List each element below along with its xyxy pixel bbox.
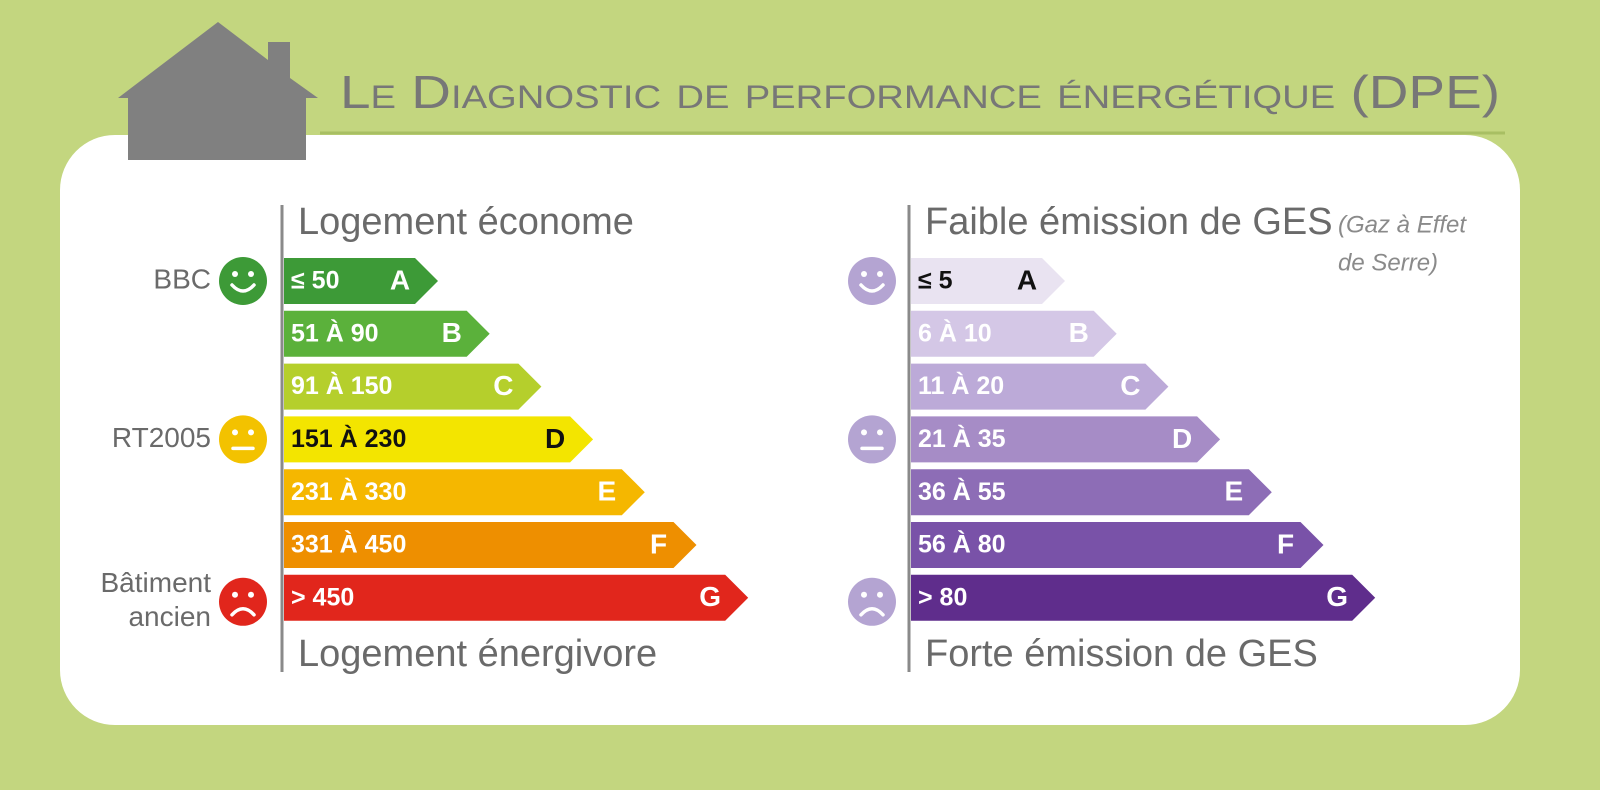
class-bar [911, 416, 1221, 463]
smiley [219, 415, 267, 464]
smiley-eye [248, 591, 254, 598]
class-range: 21 À 35 [918, 424, 1006, 453]
smiley-eye [877, 429, 883, 436]
smiley-eye [232, 429, 238, 436]
smiley-mouth [230, 607, 256, 617]
class-range: 91 À 150 [291, 371, 392, 400]
smiley [848, 577, 896, 626]
smiley-eye [877, 591, 883, 598]
class-bar [284, 469, 645, 516]
top-label: Faible émission de GES [925, 201, 1333, 243]
class-letter: F [650, 528, 667, 559]
note: de Serre) [1338, 249, 1438, 276]
class-range: 51 À 90 [291, 318, 379, 347]
class-range: 331 À 450 [291, 530, 406, 559]
class-bar [284, 522, 697, 568]
class-range: 56 À 80 [918, 530, 1006, 559]
class-letter: C [1120, 370, 1140, 401]
bottom-label: Forte émission de GES [925, 633, 1318, 675]
class-range: 36 À 55 [918, 477, 1006, 506]
smiley-mouth [230, 283, 256, 293]
class-bar [911, 522, 1324, 568]
class-range: 11 À 20 [918, 371, 1004, 400]
class-letter: A [390, 264, 410, 295]
class-letter: C [493, 370, 513, 401]
class-letter: D [1172, 423, 1192, 454]
smiley-eye [232, 271, 238, 277]
bottom-label: Logement énergivore [298, 633, 657, 675]
house-icon [118, 22, 318, 160]
smiley [848, 415, 896, 464]
class-letter: E [597, 476, 616, 507]
smiley-eye [877, 271, 883, 277]
smiley-eye [248, 429, 254, 436]
class-range: 151 À 230 [291, 424, 406, 453]
class-letter: F [1277, 528, 1294, 559]
class-range: ≤ 50 [291, 267, 339, 295]
class-bar [284, 310, 490, 357]
smiley-eye [248, 271, 254, 277]
class-range: 6 À 10 [918, 318, 992, 347]
class-letter: B [442, 317, 462, 348]
marker-label: RT2005 [112, 422, 211, 453]
smiley [848, 257, 896, 305]
marker-label: Bâtiment [101, 567, 212, 598]
smiley-eye [861, 591, 867, 598]
class-bar [911, 363, 1169, 410]
class-letter: A [1017, 264, 1037, 295]
class-bar [284, 416, 594, 463]
note: (Gaz à Effet [1338, 211, 1467, 238]
class-bar [284, 574, 749, 621]
top-label: Logement économe [298, 201, 634, 243]
class-letter: G [1326, 581, 1348, 612]
class-letter: E [1224, 476, 1243, 507]
smiley-eye [861, 429, 867, 436]
class-bar [911, 258, 1065, 304]
class-bar [911, 574, 1376, 621]
smiley-mouth [859, 283, 885, 293]
class-range: 231 À 330 [291, 477, 406, 506]
class-letter: D [545, 423, 565, 454]
class-bar [284, 258, 438, 304]
class-range: > 80 [918, 583, 967, 611]
smiley-eye [861, 271, 867, 277]
smiley-mouth [859, 607, 885, 617]
marker-label: BBC [153, 263, 211, 294]
class-bar [284, 363, 542, 410]
title: Le Diagnostic de performance énergétique… [340, 66, 1500, 118]
class-letter: G [699, 581, 721, 612]
smiley [219, 577, 267, 626]
smiley-eye [232, 591, 238, 598]
class-bar [911, 310, 1117, 357]
class-bar [911, 469, 1272, 516]
class-range: > 450 [291, 583, 354, 611]
class-range: ≤ 5 [918, 267, 953, 295]
class-letter: B [1069, 317, 1089, 348]
marker-label: ancien [128, 601, 211, 632]
smiley [219, 257, 267, 305]
